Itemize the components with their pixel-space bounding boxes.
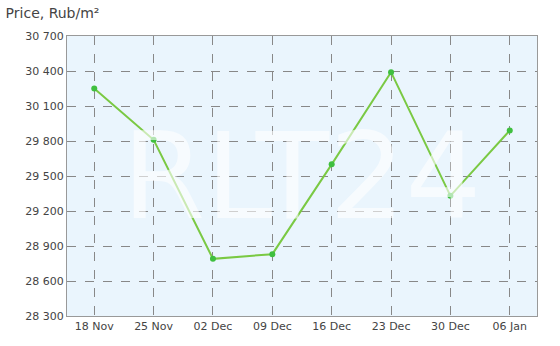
svg-text:18 Nov: 18 Nov xyxy=(75,320,114,333)
svg-text:29 200: 29 200 xyxy=(25,205,64,218)
svg-text:02 Dec: 02 Dec xyxy=(194,320,233,333)
svg-text:06 Jan: 06 Jan xyxy=(493,320,527,333)
svg-text:RLT24: RLT24 xyxy=(122,107,482,246)
svg-text:29 800: 29 800 xyxy=(25,135,64,148)
svg-text:30 100: 30 100 xyxy=(25,100,64,113)
svg-text:28 600: 28 600 xyxy=(25,275,64,288)
svg-text:23 Dec: 23 Dec xyxy=(372,320,411,333)
svg-text:30 700: 30 700 xyxy=(25,30,64,43)
svg-text:30 400: 30 400 xyxy=(25,65,64,78)
svg-text:09 Dec: 09 Dec xyxy=(253,320,292,333)
svg-text:30 Dec: 30 Dec xyxy=(431,320,470,333)
svg-text:25 Nov: 25 Nov xyxy=(134,320,173,333)
svg-text:28 900: 28 900 xyxy=(25,240,64,253)
svg-text:28 300: 28 300 xyxy=(25,310,64,323)
svg-text:16 Dec: 16 Dec xyxy=(312,320,351,333)
svg-text:29 500: 29 500 xyxy=(25,170,64,183)
svg-text:Price, Rub/m²: Price, Rub/m² xyxy=(6,5,100,21)
